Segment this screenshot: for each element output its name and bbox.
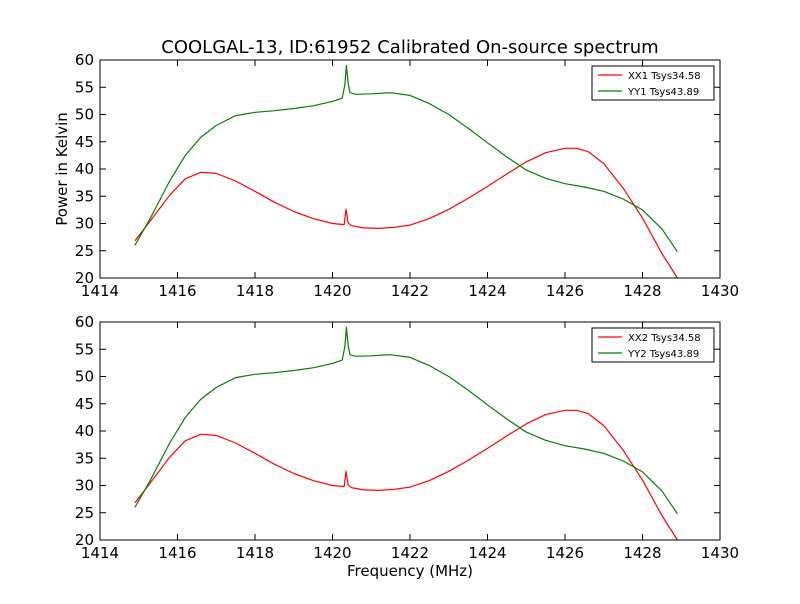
x-tick-label: 1416 [158,544,196,562]
x-tick-label: 1414 [81,544,119,562]
x-tick-label: 1422 [391,544,429,562]
y-tick-label: 50 [75,106,94,124]
y-tick-label: 40 [75,160,94,178]
y-tick-label: 30 [75,477,94,495]
x-tick-label: 1430 [701,282,739,300]
x-tick-label: 1420 [313,282,351,300]
legend: XX2 Tsys34.58 YY2 Tsys43.89 [591,327,715,363]
x-tick-label: 1430 [701,544,739,562]
y-tick-label: 45 [75,133,94,151]
y-tick-label: 25 [75,242,94,260]
panel-2: 1414 1416 1418 1420 1422 1424 1426 1428 1430 20 25… [75,313,739,562]
legend-label: XX2 Tsys34.58 [628,333,701,344]
series-line-xx2 [134,409,678,541]
legend-label: YY2 Tsys43.89 [627,349,699,360]
series-line-xx1 [134,147,678,279]
x-tick-label: 1422 [391,282,429,300]
y-tick-label: 60 [75,51,94,69]
y-axis-label: Power in Kelvin [53,112,71,226]
y-tick-label: 45 [75,395,94,413]
x-tick-label: 1418 [236,282,274,300]
legend: XX1 Tsys34.58 YY1 Tsys43.89 [591,65,715,101]
y-tick-label: 35 [75,449,94,467]
panel-1: 1414 1416 1418 1420 1422 1424 1426 1428 1430 20 25… [75,51,739,300]
y-tick-label: 60 [75,313,94,331]
y-tick-label: 55 [75,78,94,96]
y-tick-label: 35 [75,187,94,205]
x-tick-label: 1414 [81,282,119,300]
x-tick-label: 1426 [546,544,584,562]
legend-box [591,65,715,101]
legend-label: YY1 Tsys43.89 [627,87,699,98]
x-tick-label: 1424 [468,282,506,300]
y-tick-label: 25 [75,504,94,522]
x-tick-label: 1418 [236,544,274,562]
y-tick-label: 40 [75,422,94,440]
x-tick-label: 1426 [546,282,584,300]
x-tick-label: 1420 [313,544,351,562]
x-tick-label: 1416 [158,282,196,300]
chart-title: COOLGAL-13, ID:61952 Calibrated On-sourc… [161,37,658,58]
y-tick-label: 30 [75,215,94,233]
y-tick-label: 50 [75,368,94,386]
legend-box [591,327,715,363]
x-tick-label: 1424 [468,544,506,562]
x-tick-label: 1428 [623,282,661,300]
legend-label: XX1 Tsys34.58 [628,71,701,82]
y-tick-label: 55 [75,340,94,358]
x-axis-label: Frequency (MHz) [347,562,473,580]
series-line-yy2 [134,326,678,515]
y-tick-label: 20 [75,269,94,287]
y-tick-label: 20 [75,531,94,549]
x-tick-label: 1428 [623,544,661,562]
series-line-yy1 [134,64,678,253]
